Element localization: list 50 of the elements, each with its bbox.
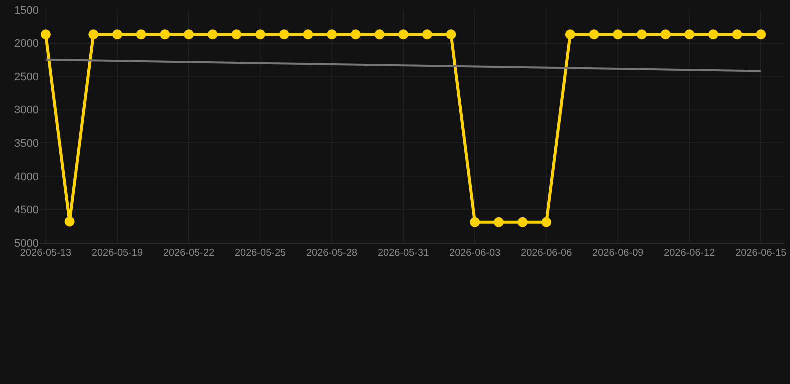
y-tick-label: 5000 xyxy=(14,238,39,250)
point xyxy=(565,30,576,40)
y-tick-label: 4000 xyxy=(14,171,39,184)
x-tick-label: 2026-06-03 xyxy=(450,248,502,259)
point xyxy=(40,30,51,40)
point xyxy=(613,30,624,40)
point xyxy=(374,30,385,40)
y-tick-label: 2500 xyxy=(14,71,39,84)
x-tick-label: 2026-06-06 xyxy=(521,248,573,259)
point xyxy=(518,217,528,228)
point xyxy=(184,30,194,40)
point xyxy=(303,30,314,40)
point xyxy=(136,30,146,40)
x-tick-label: 2026-06-09 xyxy=(592,248,644,259)
x-tick-label: 2026-05-25 xyxy=(234,248,287,259)
point xyxy=(422,30,432,40)
point xyxy=(446,30,456,40)
point xyxy=(660,30,671,40)
x-tick-label: 2026-05-13 xyxy=(20,248,72,259)
x-tick-label: 2026-05-28 xyxy=(306,248,358,259)
x-tick-label: 2026-06-12 xyxy=(664,248,716,259)
point xyxy=(350,30,361,40)
point xyxy=(756,30,766,40)
y-tick-label: 1500 xyxy=(14,4,39,17)
point xyxy=(684,30,695,40)
y-tick-label: 3000 xyxy=(14,104,39,117)
point xyxy=(398,30,409,40)
point xyxy=(327,30,338,40)
point xyxy=(279,30,290,40)
point xyxy=(232,30,242,40)
point xyxy=(160,30,170,40)
point xyxy=(256,30,266,40)
x-tick-label: 2026-05-22 xyxy=(163,248,216,259)
point xyxy=(732,30,742,40)
point xyxy=(112,30,122,40)
point xyxy=(470,217,480,228)
y-tick-label: 3500 xyxy=(14,138,39,150)
point xyxy=(708,30,718,40)
point xyxy=(208,30,218,40)
point xyxy=(88,30,99,40)
point xyxy=(64,216,75,227)
x-tick-label: 2026-06-15 xyxy=(736,248,788,259)
x-tick-label: 2026-05-19 xyxy=(92,248,144,259)
point xyxy=(494,217,504,228)
x-tick-label: 2026-05-31 xyxy=(378,248,430,259)
y-tick-label: 2000 xyxy=(14,38,39,50)
point xyxy=(636,30,647,40)
y-tick-label: 4500 xyxy=(14,204,39,217)
point xyxy=(542,217,552,228)
point xyxy=(589,30,600,40)
